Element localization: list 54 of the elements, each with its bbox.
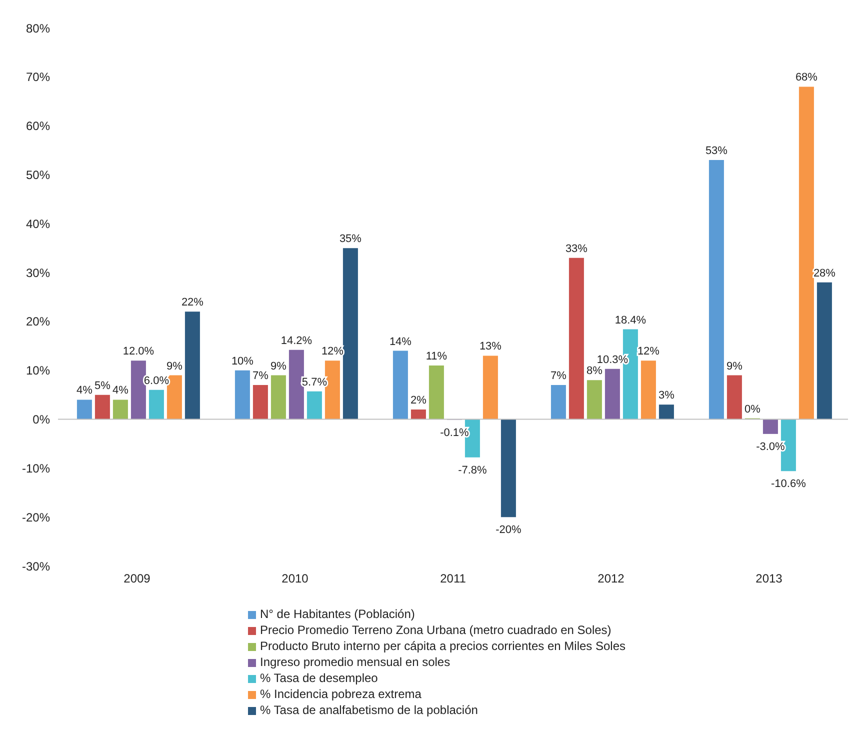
y-tick-label: 60% xyxy=(26,119,50,134)
y-tick-label: -20% xyxy=(22,510,50,524)
data-label: 7% xyxy=(252,370,269,382)
data-label: 53% xyxy=(705,145,728,158)
data-label: 14% xyxy=(389,336,412,348)
data-label: -20% xyxy=(496,524,522,536)
data-label: 2% xyxy=(410,394,427,406)
data-label: 35% xyxy=(339,233,362,246)
data-label: 4% xyxy=(76,384,93,397)
legend-label: Precio Promedio Terreno Zona Urbana (metro cuadrado en Soles) xyxy=(260,623,612,637)
data-label: 12% xyxy=(321,346,344,358)
data-label: 11% xyxy=(426,350,448,362)
data-label: 9% xyxy=(270,360,287,372)
data-label: 28% xyxy=(813,267,836,280)
y-tick-label: 10% xyxy=(26,364,50,378)
y-tick-label: 80% xyxy=(26,21,50,36)
legend-label: % Incidencia pobreza extrema xyxy=(260,687,422,701)
legend-label: % Tasa de desempleo xyxy=(260,671,378,685)
data-label: 3% xyxy=(658,390,675,402)
y-tick-label: 0% xyxy=(32,412,50,427)
data-label: -7.8% xyxy=(458,464,488,476)
x-tick-label: 2009 xyxy=(124,572,151,586)
x-tick-label: 2012 xyxy=(598,572,625,586)
data-label: 12% xyxy=(637,346,660,358)
data-label: 0% xyxy=(744,403,761,416)
legend-label: Producto Bruto interno per cápita a precios corrientes en Miles Soles xyxy=(260,639,626,653)
x-tick-label: 2013 xyxy=(756,572,783,586)
data-label: 14.2% xyxy=(280,334,312,347)
legend-label: Ingreso promedio mensual en soles xyxy=(260,655,450,669)
data-label: 18.4% xyxy=(614,314,646,326)
data-label: 22% xyxy=(181,296,204,309)
data-label: 9% xyxy=(726,360,743,372)
data-label: 9% xyxy=(166,360,183,372)
data-label: 7% xyxy=(550,370,567,382)
data-label: 13% xyxy=(479,340,502,353)
y-tick-label: 20% xyxy=(26,314,50,329)
data-label: 68% xyxy=(795,72,818,84)
legend-label: N° de Habitantes (Población) xyxy=(260,607,415,621)
x-tick-label: 2011 xyxy=(440,572,466,586)
data-label: 8% xyxy=(586,365,603,378)
data-label: 33% xyxy=(565,242,588,255)
data-label: 5% xyxy=(94,380,111,392)
data-label: 4% xyxy=(112,384,129,397)
y-tick-label: 40% xyxy=(26,216,50,231)
data-label: -10.6% xyxy=(771,478,806,490)
x-tick-label: 2010 xyxy=(282,572,309,586)
legend-label: % Tasa de analfabetismo de la población xyxy=(260,703,478,717)
y-tick-label: 50% xyxy=(26,168,50,182)
y-tick-label: 30% xyxy=(26,266,50,280)
data-label: 10% xyxy=(231,355,254,368)
y-tick-label: -30% xyxy=(22,559,50,574)
y-tick-label: 70% xyxy=(26,70,50,84)
data-label: 12.0% xyxy=(122,346,154,358)
y-tick-label: -10% xyxy=(22,461,50,476)
